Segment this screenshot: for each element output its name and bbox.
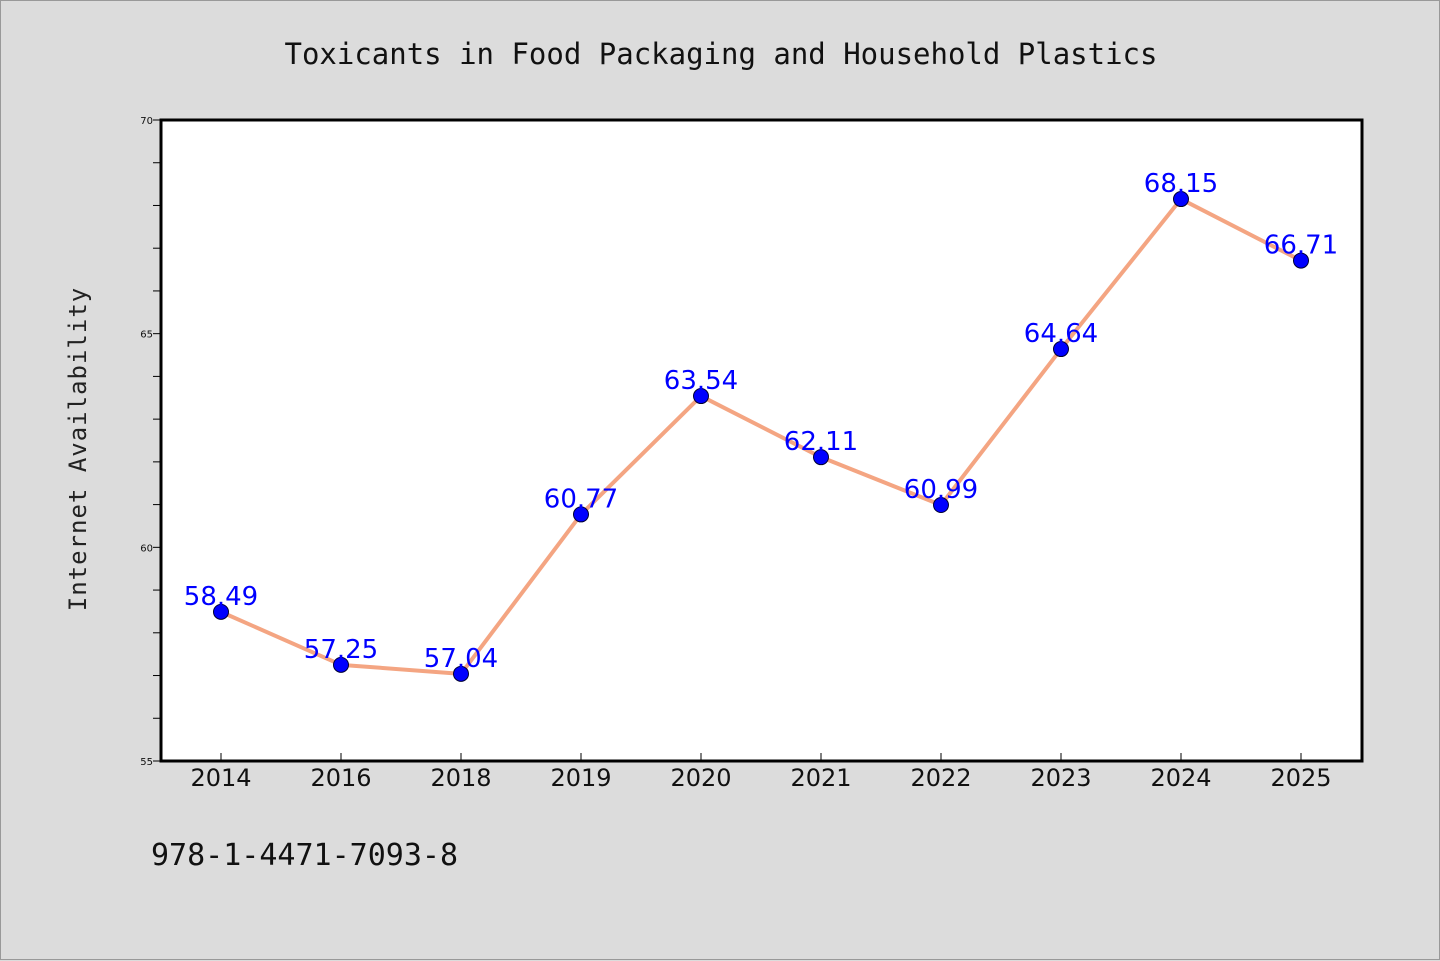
data-label: 57.25 xyxy=(304,635,378,665)
data-point xyxy=(573,506,589,523)
data-point xyxy=(453,665,469,682)
data-point xyxy=(693,388,709,405)
data-label: 68.15 xyxy=(1144,169,1218,199)
x-tick-label: 2016 xyxy=(310,764,371,792)
y-tick-label: 65 xyxy=(140,330,153,341)
data-labels: 58.49 57.25 57.04 60.77 63.54 62.11 60.99 64.64… xyxy=(184,169,1338,674)
data-point xyxy=(1293,252,1309,269)
data-point xyxy=(1053,341,1069,358)
y-tick-label: 60 xyxy=(140,543,153,554)
y-tick-label: 70 xyxy=(140,116,153,127)
data-label: 62.11 xyxy=(784,427,858,457)
y-axis-label: Internet Availability xyxy=(64,287,92,611)
x-tick-label: 2025 xyxy=(1270,764,1331,792)
x-tick-label: 2022 xyxy=(910,764,971,792)
x-tick-label: 2018 xyxy=(430,764,491,792)
data-label: 58.49 xyxy=(184,582,258,612)
data-label: 66.71 xyxy=(1264,231,1338,261)
x-tick-label: 2014 xyxy=(190,764,251,792)
chart-title: Toxicants in Food Packaging and Househol… xyxy=(285,37,1158,71)
data-label: 63.54 xyxy=(664,366,738,396)
data-point xyxy=(813,449,829,466)
x-tick-label: 2019 xyxy=(550,764,611,792)
data-point xyxy=(1173,191,1189,208)
x-tick-label: 2024 xyxy=(1150,764,1211,792)
plot-area xyxy=(159,118,1364,763)
y-axis: 55 60 65 70 xyxy=(140,116,161,768)
data-point xyxy=(933,497,949,514)
data-point xyxy=(213,603,229,620)
data-markers xyxy=(213,191,1309,682)
isbn-text: 978-1-4471-7093-8 xyxy=(151,838,458,873)
data-label: 64.64 xyxy=(1024,319,1098,349)
x-axis: 2014 2016 2018 2019 2020 2021 2022 2023 2024 2025 xyxy=(190,753,1332,792)
series-line xyxy=(220,197,1302,676)
y-tick-label: 55 xyxy=(140,757,153,768)
data-label: 57.04 xyxy=(424,644,498,674)
data-label: 60.77 xyxy=(544,484,618,514)
x-tick-label: 2023 xyxy=(1030,764,1091,792)
x-tick-label: 2021 xyxy=(790,764,851,792)
x-tick-label: 2020 xyxy=(670,764,731,792)
data-point xyxy=(333,656,349,673)
data-label: 60.99 xyxy=(904,475,978,505)
